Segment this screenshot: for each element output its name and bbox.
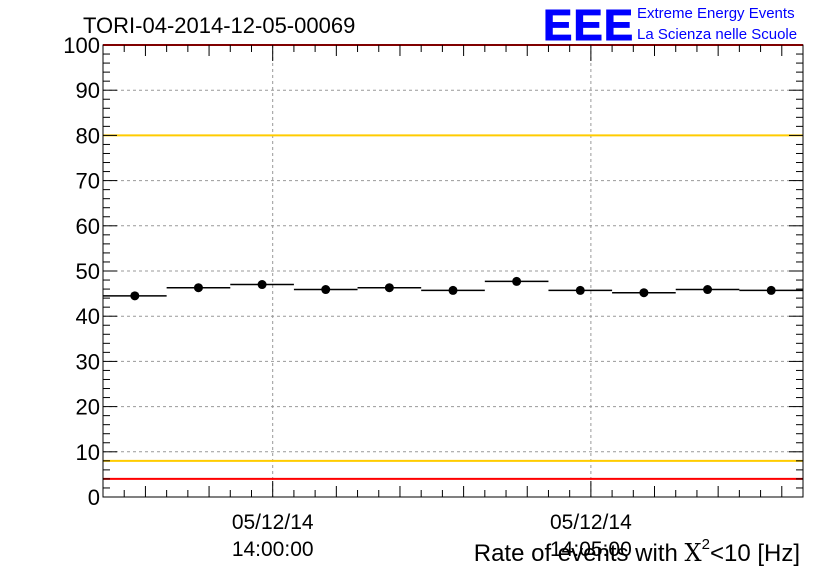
- x-axis-title-suffix: <10 [Hz]: [710, 540, 800, 567]
- x-tick-time-label: 14:00:00: [232, 538, 314, 561]
- eee-logo-mark: EEE: [543, 1, 634, 50]
- data-point: [512, 276, 522, 286]
- x-axis-title: Rate of events with X2<10 [Hz]: [474, 536, 800, 567]
- data-point: [384, 283, 394, 293]
- x-axis-title-chi: X: [685, 539, 702, 567]
- y-tick-label: 50: [76, 259, 100, 284]
- y-tick-label: 0: [88, 485, 100, 510]
- data-point: [575, 285, 585, 295]
- reference-lines: [103, 44, 803, 480]
- y-tick-label: 100: [63, 33, 100, 58]
- data-point: [448, 285, 458, 295]
- data-point: [639, 288, 649, 298]
- data-point: [193, 283, 203, 293]
- y-tick-label: 80: [76, 123, 100, 148]
- x-tick-date-label: 05/12/14: [232, 511, 314, 534]
- data-point: [321, 285, 331, 295]
- y-axis: 0 10 20 30 40 50 60 70 80 90 100: [63, 33, 803, 510]
- y-tick-label: 20: [76, 395, 100, 420]
- eee-logo: EEE Extreme Energy Events La Scienza nel…: [543, 1, 798, 51]
- data-point: [257, 280, 267, 290]
- logo-line-1: Extreme Energy Events: [637, 5, 795, 22]
- data-point: [703, 285, 713, 295]
- y-tick-label: 90: [76, 78, 100, 103]
- y-tick-label: 30: [76, 349, 100, 374]
- grid-lines: [103, 45, 803, 497]
- chart-title: TORI-04-2014-12-05-00069: [83, 13, 355, 38]
- data-series: [103, 276, 803, 301]
- x-axis: 05/12/14 14:00:00 05/12/14 14:05:00: [102, 45, 804, 561]
- logo-line-2: La Scienza nelle Scuole: [637, 26, 797, 43]
- x-tick-time-label: 14:05:00: [550, 538, 632, 561]
- x-axis-title-prefix: Rate of events with: [474, 540, 685, 567]
- x-tick-date-label: 05/12/14: [550, 511, 632, 534]
- y-tick-label: 10: [76, 440, 100, 465]
- data-point: [130, 291, 140, 301]
- data-point: [766, 285, 776, 295]
- y-tick-label: 60: [76, 214, 100, 239]
- y-tick-label: 70: [76, 169, 100, 194]
- x-axis-title-power: 2: [702, 536, 710, 553]
- y-tick-label: 40: [76, 304, 100, 329]
